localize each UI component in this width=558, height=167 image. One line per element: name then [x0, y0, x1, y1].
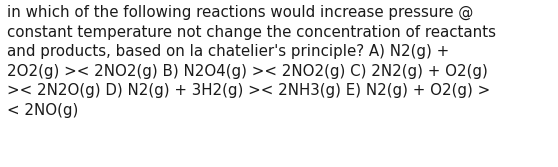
Text: in which of the following reactions would increase pressure @
constant temperatu: in which of the following reactions woul… — [7, 5, 496, 118]
